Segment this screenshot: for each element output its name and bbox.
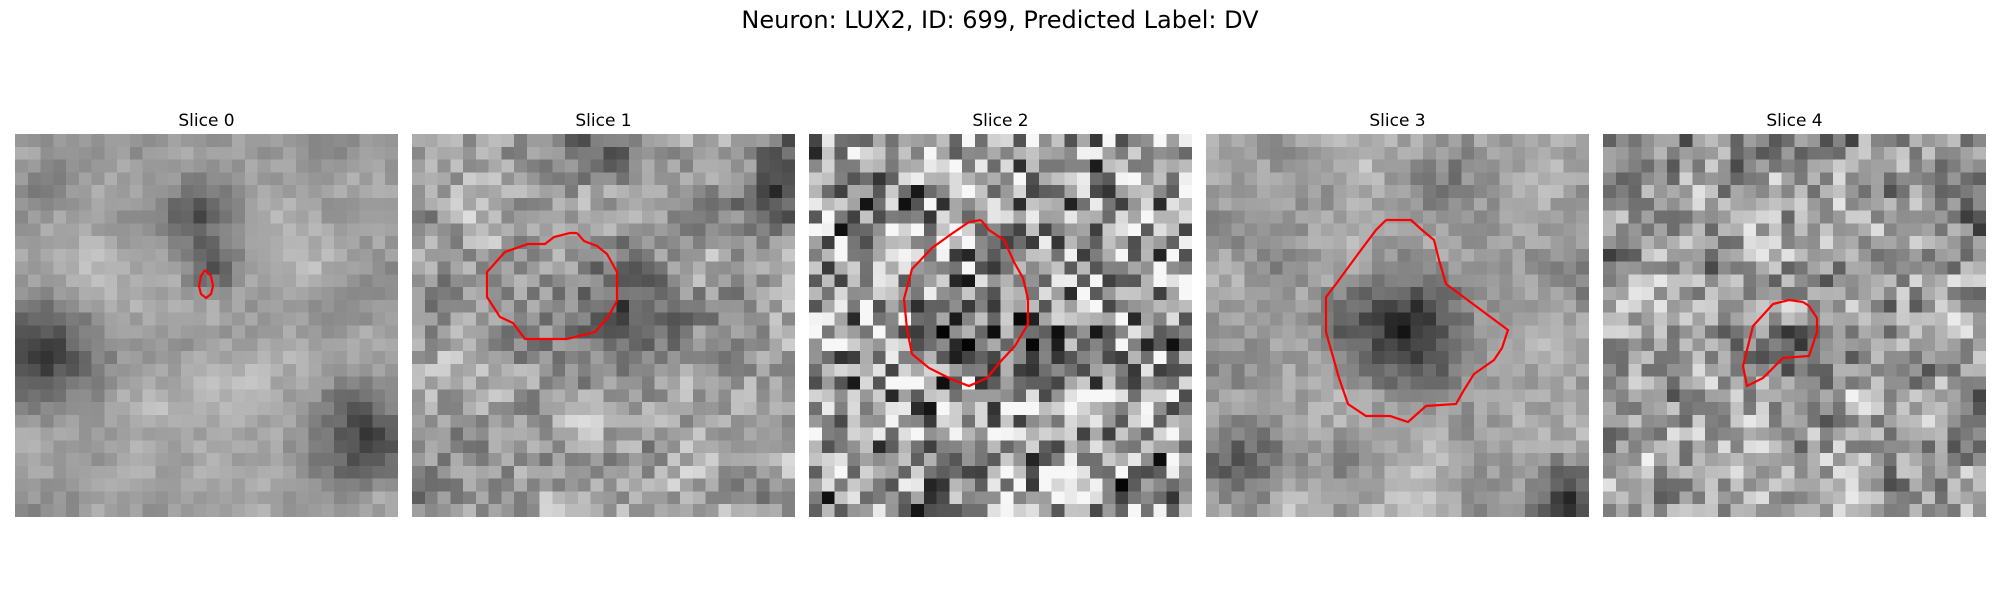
grayscale-patch: [15, 134, 398, 517]
slice-panel: Slice 4: [1603, 108, 1986, 517]
roi-contour-overlay: [485, 231, 619, 341]
roi-contour: [1741, 298, 1819, 388]
slice-panel: Slice 1: [412, 108, 795, 517]
slice-image: [412, 134, 795, 517]
roi-contour: [1324, 218, 1510, 424]
slice-image: [1206, 134, 1589, 517]
slice-panel: Slice 0: [15, 108, 398, 517]
grayscale-patch: [412, 134, 795, 517]
slice-panel: Slice 2: [809, 108, 1192, 517]
roi-contour: [485, 231, 619, 341]
slice-panel: Slice 3: [1206, 108, 1589, 517]
slice-image: [15, 134, 398, 517]
slice-image: [1603, 134, 1986, 517]
slice-image: [809, 134, 1192, 517]
grayscale-patch: [1603, 134, 1986, 517]
grayscale-patch: [809, 134, 1192, 517]
roi-contour-overlay: [902, 218, 1030, 388]
figure-title: Neuron: LUX2, ID: 699, Predicted Label: …: [741, 6, 1259, 34]
slice-title: Slice 3: [1369, 111, 1426, 131]
roi-contour-overlay: [197, 269, 215, 300]
roi-contour-overlay: [1741, 298, 1819, 388]
grayscale-patch: [1206, 134, 1589, 517]
roi-contour: [902, 218, 1030, 388]
roi-contour: [197, 269, 215, 300]
slice-title: Slice 0: [178, 111, 235, 131]
slice-title: Slice 1: [575, 111, 632, 131]
slice-title: Slice 4: [1766, 111, 1823, 131]
slice-title: Slice 2: [972, 111, 1029, 131]
roi-contour-overlay: [1324, 218, 1510, 424]
